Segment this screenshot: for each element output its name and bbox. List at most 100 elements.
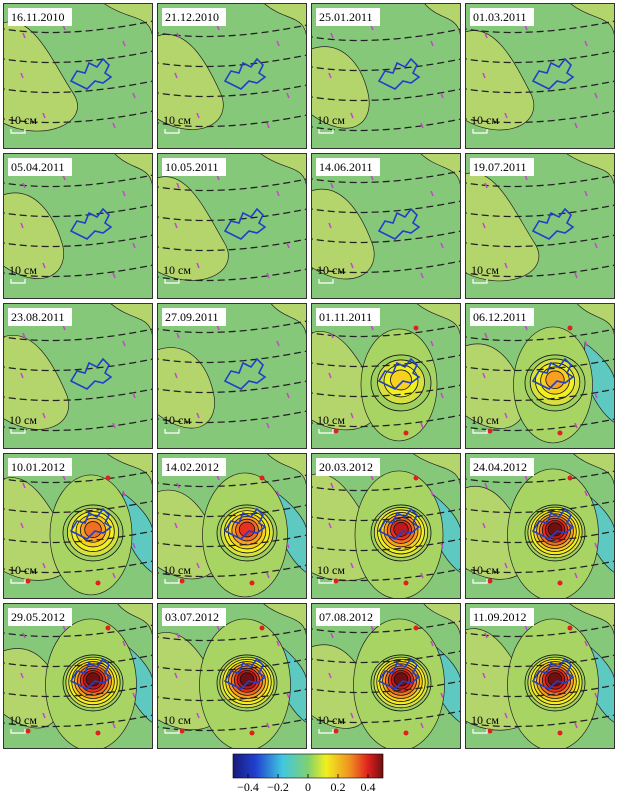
dashed-line (465, 470, 615, 484)
date-label: 01.11.2011 (319, 310, 372, 324)
dashed-line (157, 320, 307, 334)
scale-label: 10 см (9, 413, 37, 427)
vector (420, 572, 424, 579)
point (25, 578, 31, 584)
vector (328, 372, 332, 379)
vector (420, 122, 424, 129)
date-label: 19.07.2011 (473, 160, 527, 174)
vector (42, 712, 46, 719)
dashed-line (157, 688, 307, 702)
date-box (162, 8, 226, 26)
vector (328, 72, 332, 79)
point (557, 430, 563, 436)
frame (3, 453, 153, 599)
point (95, 580, 101, 586)
vector (420, 722, 424, 729)
vector (504, 562, 508, 569)
light-region (3, 335, 69, 430)
point (487, 578, 493, 584)
scale-bar (10, 129, 26, 134)
dashed-line (311, 354, 461, 368)
vector (276, 40, 280, 47)
vector (330, 632, 334, 639)
map-panel: 10.05.2011 10 см (157, 153, 307, 299)
vector (574, 272, 578, 279)
date-label: 10.01.2012 (11, 460, 65, 474)
point (413, 325, 419, 331)
vector (286, 692, 290, 699)
vector (112, 122, 116, 129)
vector (122, 490, 126, 497)
vector (440, 392, 444, 399)
map-panel: 29.05.2012 10 см (3, 603, 153, 749)
vector (594, 242, 598, 249)
dashed-line (157, 208, 307, 222)
point (413, 625, 419, 631)
outline (223, 657, 267, 690)
anomaly-contour (545, 370, 565, 389)
colorbar-tick-label: −0.4 (237, 780, 259, 794)
scale-label: 10 см (163, 413, 191, 427)
dashed-line (157, 24, 307, 38)
point (403, 730, 409, 736)
vector (122, 340, 126, 347)
vector (594, 92, 598, 99)
date-box (162, 458, 226, 476)
anomaly-contour (547, 522, 563, 537)
outline (223, 207, 267, 240)
point (333, 428, 339, 434)
vector (504, 262, 508, 269)
vector (266, 122, 270, 129)
vector (330, 332, 334, 339)
vector (440, 542, 444, 549)
point (333, 728, 339, 734)
dashed-line (157, 238, 307, 252)
frame (465, 603, 615, 749)
scale-bar (164, 279, 180, 284)
date-label: 24.04.2012 (473, 460, 527, 474)
vector (482, 672, 486, 679)
dashed-line (3, 500, 153, 514)
date-label: 14.02.2012 (165, 460, 219, 474)
vector (112, 422, 116, 429)
date-label: 10.05.2011 (165, 160, 219, 174)
vector (132, 542, 136, 549)
dashed-line (465, 500, 615, 514)
anomaly-contour (84, 521, 102, 538)
vector (350, 112, 354, 119)
vector (176, 32, 180, 39)
anomaly-contour (85, 672, 101, 687)
date-box (8, 158, 72, 176)
frame (157, 603, 307, 749)
date-box (470, 608, 534, 626)
date-box (316, 608, 380, 626)
vector (440, 692, 444, 699)
vector (594, 392, 598, 399)
date-label: 27.09.2011 (165, 310, 219, 324)
dashed-line (311, 508, 461, 522)
frame (465, 303, 615, 449)
scale-label: 10 см (163, 263, 191, 277)
outline (531, 507, 575, 540)
map-panel: 20.03.2012 10 см (311, 453, 461, 599)
dashed-line (311, 710, 461, 724)
vector (286, 542, 290, 549)
frame (311, 3, 461, 149)
anomaly-contour (393, 672, 409, 687)
scale-bar (472, 429, 488, 434)
vector (286, 242, 290, 249)
point (567, 325, 573, 331)
scale-bar (472, 729, 488, 734)
vector (574, 422, 578, 429)
vector (484, 182, 488, 189)
dashed-line (311, 260, 461, 274)
point (259, 475, 265, 481)
point (413, 475, 419, 481)
dashed-line (465, 50, 615, 64)
map-panel: 25.01.2011 10 см (311, 3, 461, 149)
vector (266, 422, 270, 429)
date-label: 07.08.2012 (319, 610, 373, 624)
date-box (316, 8, 380, 26)
outline (377, 207, 421, 240)
light-region (465, 172, 540, 282)
